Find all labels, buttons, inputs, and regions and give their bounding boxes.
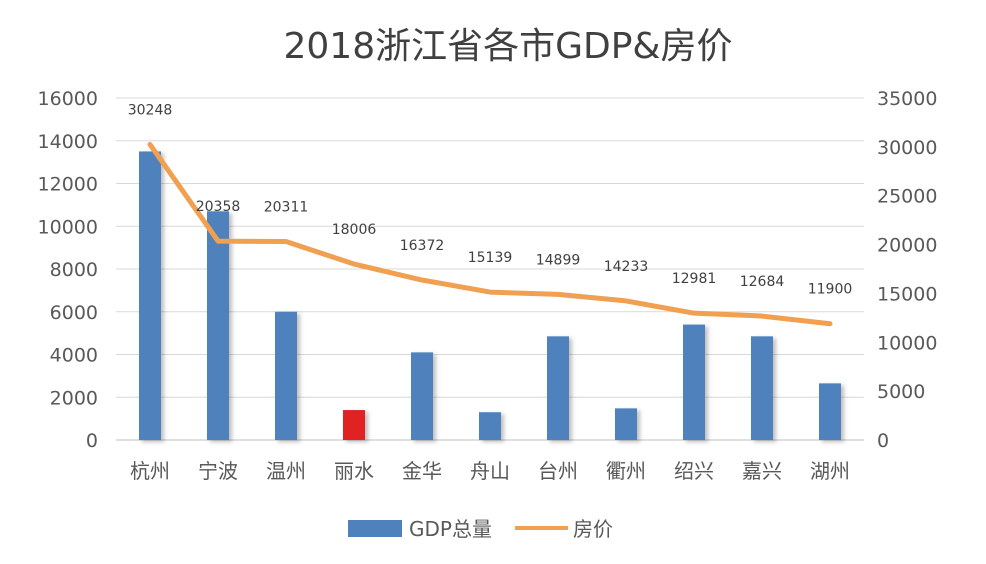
left-tick-label: 14000 bbox=[38, 131, 98, 153]
right-axis-ticks: 0 5000 10000 15000 20000 25000 30000 35000 bbox=[877, 88, 937, 452]
legend-gdp-swatch bbox=[348, 520, 402, 537]
left-tick-label: 2000 bbox=[50, 387, 98, 409]
legend-price-label: 房价 bbox=[573, 517, 613, 541]
legend-gdp-label: GDP总量 bbox=[409, 517, 492, 541]
price-data-label: 30248 bbox=[128, 102, 173, 118]
gdp-bar bbox=[275, 311, 297, 440]
right-tick-label: 0 bbox=[877, 430, 889, 452]
chart-title: 2018浙江省各市GDP&房价 bbox=[283, 26, 732, 67]
left-tick-label: 0 bbox=[86, 430, 98, 452]
left-tick-label: 10000 bbox=[38, 216, 98, 238]
price-data-label: 14899 bbox=[536, 252, 581, 268]
gdp-bar bbox=[683, 324, 705, 440]
right-tick-label: 20000 bbox=[877, 235, 937, 257]
price-data-label: 12684 bbox=[740, 274, 785, 290]
category-label: 宁波 bbox=[198, 459, 238, 483]
legend: GDP总量 房价 bbox=[348, 517, 613, 541]
left-tick-label: 12000 bbox=[38, 174, 98, 196]
category-label: 绍兴 bbox=[674, 459, 714, 483]
right-tick-label: 35000 bbox=[877, 88, 937, 110]
gdp-bar bbox=[751, 336, 773, 440]
category-label: 衢州 bbox=[606, 459, 646, 483]
gdp-bar bbox=[547, 336, 569, 440]
price-data-label: 11900 bbox=[808, 282, 853, 298]
right-tick-label: 5000 bbox=[877, 381, 925, 403]
price-data-label: 20358 bbox=[196, 199, 241, 215]
gdp-bar bbox=[819, 383, 841, 440]
category-labels: 杭州 宁波 温州 丽水 金华 舟山 台州 衢州 绍兴 嘉兴 湖州 bbox=[130, 459, 850, 483]
price-data-label: 20311 bbox=[264, 200, 309, 216]
gdp-bars bbox=[139, 151, 841, 440]
price-data-label: 15139 bbox=[468, 250, 513, 266]
right-tick-label: 10000 bbox=[877, 332, 937, 354]
left-tick-label: 16000 bbox=[38, 88, 98, 110]
category-label: 杭州 bbox=[130, 459, 170, 483]
price-data-label: 18006 bbox=[332, 222, 377, 238]
price-data-label: 12981 bbox=[672, 271, 717, 287]
category-label: 金华 bbox=[402, 459, 442, 483]
right-tick-label: 30000 bbox=[877, 137, 937, 159]
category-label: 嘉兴 bbox=[742, 459, 782, 483]
category-label: 湖州 bbox=[810, 459, 850, 483]
left-axis-ticks: 0 2000 4000 6000 8000 10000 12000 14000 16000 bbox=[38, 88, 98, 452]
category-label: 温州 bbox=[266, 459, 306, 483]
category-label: 舟山 bbox=[470, 459, 510, 483]
price-series-line bbox=[147, 141, 833, 327]
left-tick-label: 6000 bbox=[50, 302, 98, 324]
gridlines bbox=[116, 97, 864, 441]
left-tick-label: 8000 bbox=[50, 259, 98, 281]
price-line bbox=[147, 141, 833, 327]
right-tick-label: 15000 bbox=[877, 283, 937, 305]
gdp-bar bbox=[139, 151, 161, 440]
price-data-label: 16372 bbox=[400, 238, 445, 254]
category-label: 台州 bbox=[538, 459, 578, 483]
left-tick-label: 4000 bbox=[50, 345, 98, 367]
gdp-bar bbox=[615, 408, 637, 440]
gdp-bar bbox=[411, 352, 433, 440]
gdp-bar bbox=[343, 410, 365, 440]
gdp-bar bbox=[479, 412, 501, 440]
price-data-labels: 30248 20358 20311 18006 16372 15139 14899 14233… bbox=[128, 102, 853, 297]
right-tick-label: 25000 bbox=[877, 186, 937, 208]
gdp-bar bbox=[207, 211, 229, 440]
category-label: 丽水 bbox=[334, 459, 374, 483]
price-data-label: 14233 bbox=[604, 259, 649, 275]
